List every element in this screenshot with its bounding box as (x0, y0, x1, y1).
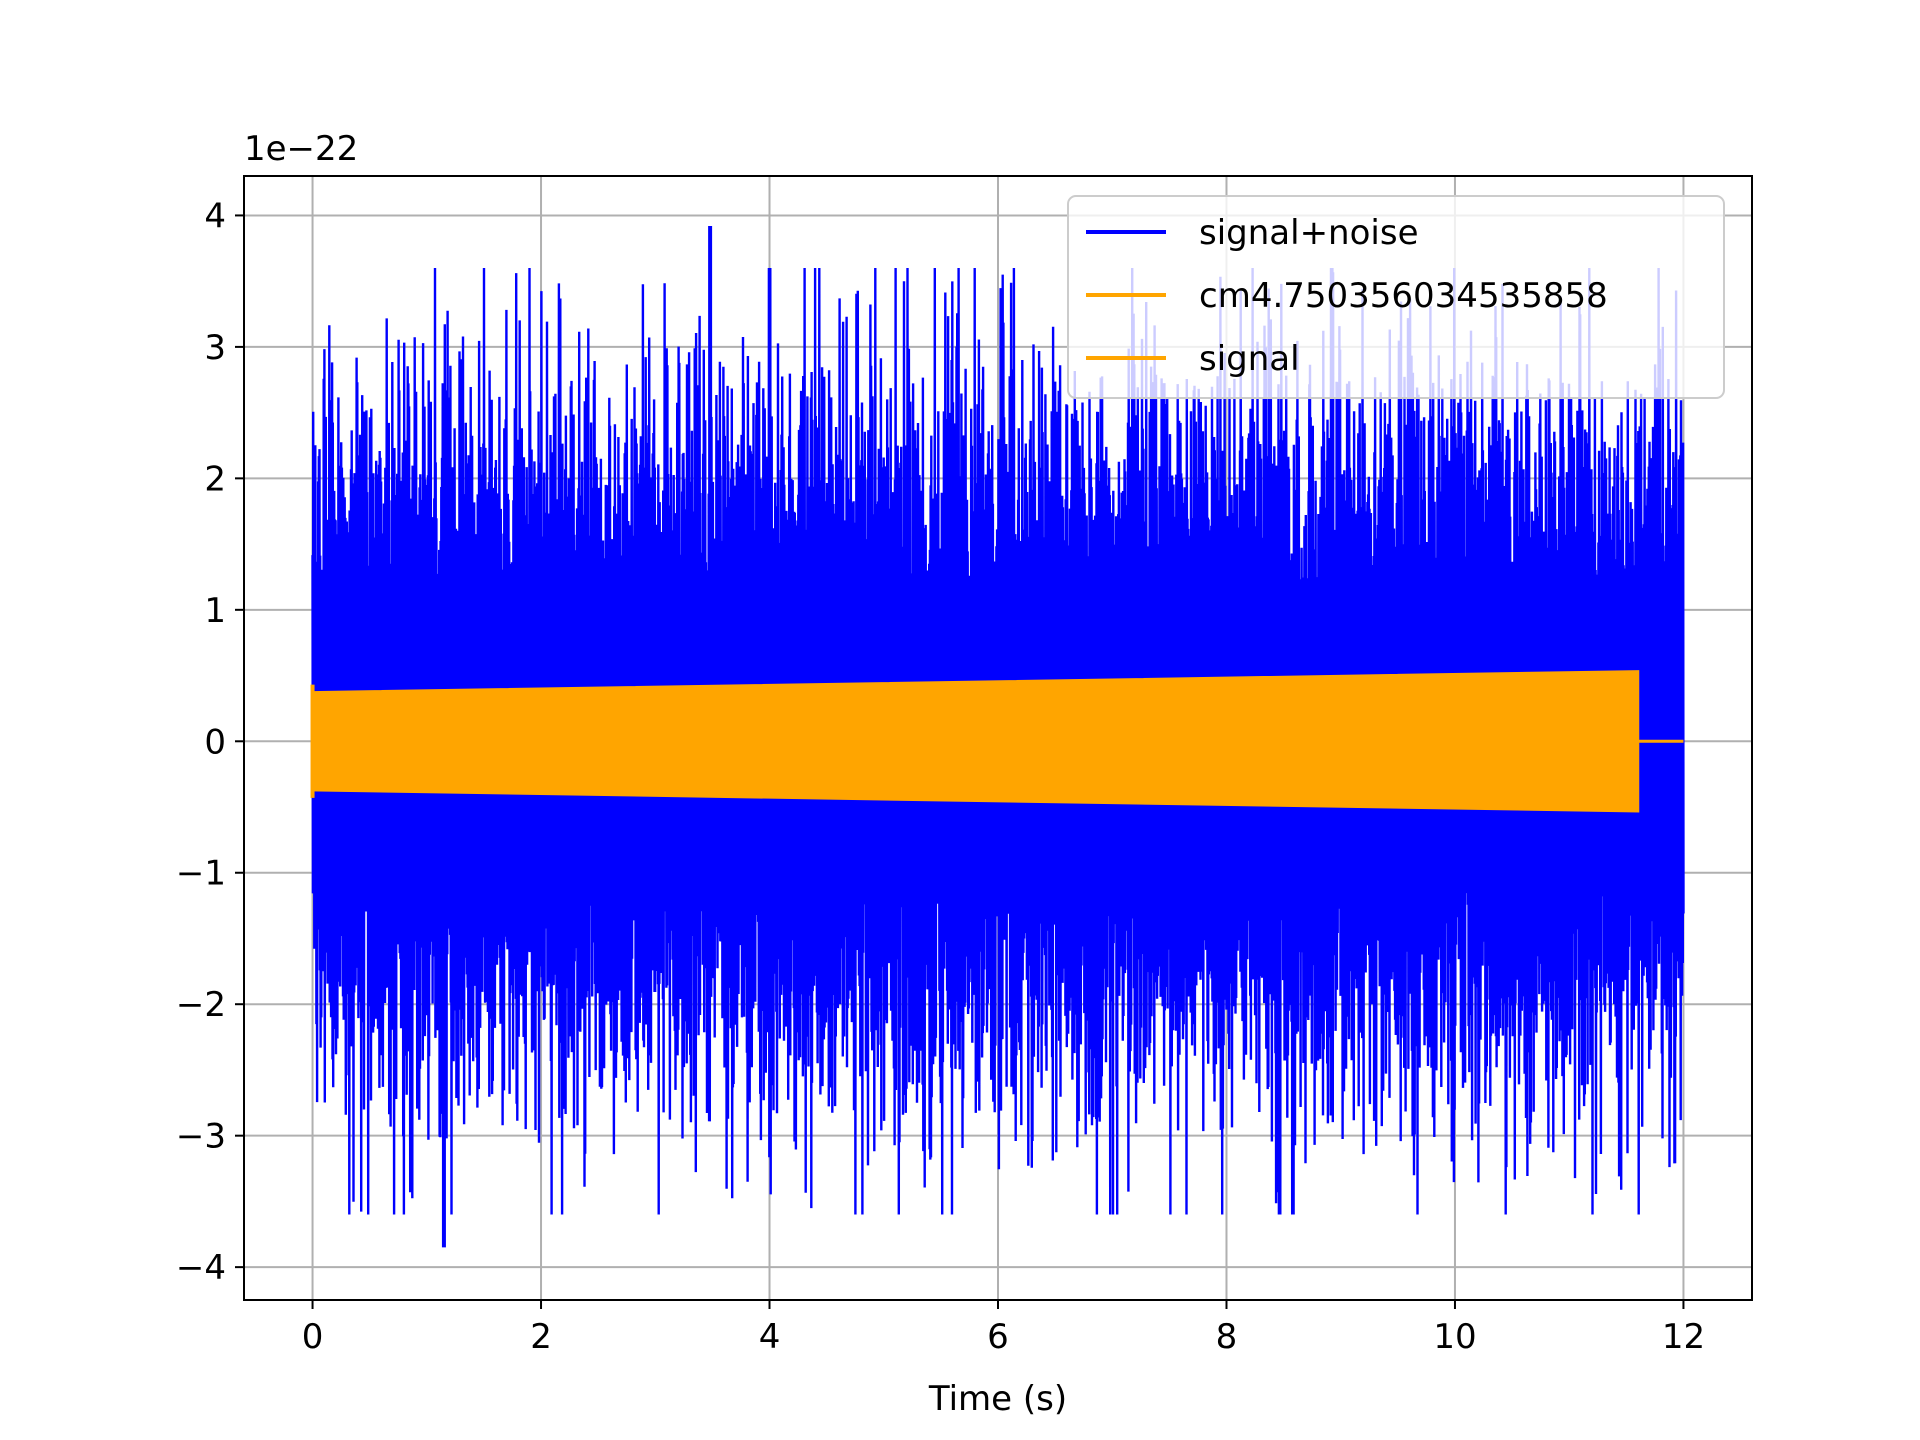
y-tick-label: −3 (176, 1117, 226, 1157)
y-tick-label: −4 (176, 1248, 226, 1288)
y-tick-label: 1 (204, 591, 226, 631)
x-axis-label: Time (s) (928, 1379, 1067, 1419)
legend-label: cm4.750356034535858 (1199, 276, 1608, 316)
legend: signal+noise cm4.750356034535858 signal (1067, 195, 1725, 399)
x-tick-label: 4 (759, 1317, 781, 1357)
y-tick-label: 4 (204, 196, 226, 236)
legend-label: signal+noise (1199, 213, 1419, 253)
x-tick-label: 0 (302, 1317, 324, 1357)
y-tick-label: −1 (176, 854, 226, 894)
plot-area (310, 225, 1685, 1248)
x-tick-label: 6 (987, 1317, 1009, 1357)
y-tick-label: 0 (204, 722, 226, 762)
legend-label: signal (1199, 339, 1300, 379)
series-group (310, 225, 1685, 1248)
y-tick-label: −2 (176, 985, 226, 1025)
x-tick-label: 10 (1433, 1317, 1476, 1357)
x-tick-label: 2 (530, 1317, 552, 1357)
x-tick-label: 8 (1216, 1317, 1238, 1357)
x-tick-label: 12 (1662, 1317, 1705, 1357)
y-tick-label: 3 (204, 328, 226, 368)
y-tick-label: 2 (204, 459, 226, 499)
series-signal (311, 670, 1640, 813)
legend-box (1067, 195, 1725, 399)
y-scale-label: 1e−22 (244, 129, 358, 169)
